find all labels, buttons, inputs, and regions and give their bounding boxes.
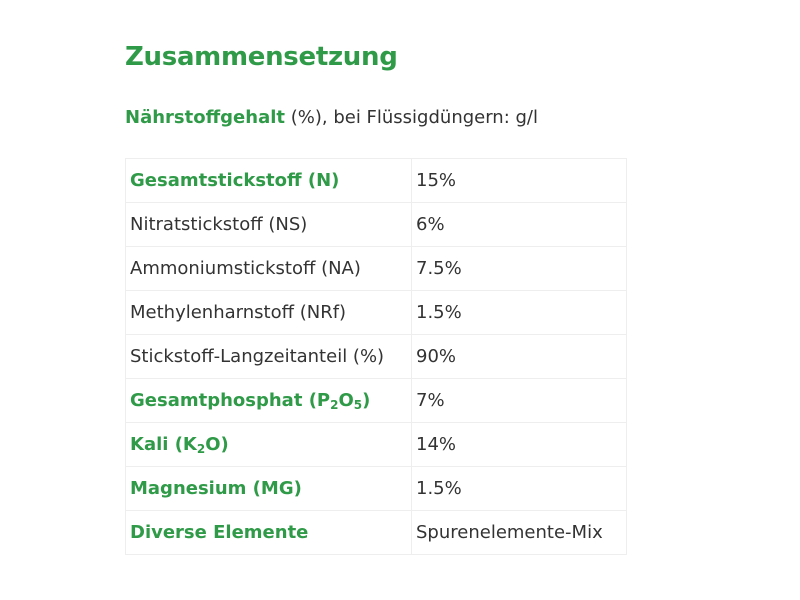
nutrient-label: Magnesium (MG) xyxy=(125,466,412,511)
nutrient-subtitle: Nährstoffgehalt (%), bei Flüssigdüngern:… xyxy=(125,106,635,130)
label-part: O) xyxy=(205,433,229,455)
table-row: Nitratstickstoff (NS) 6% xyxy=(125,202,627,247)
nutrient-value: 90% xyxy=(411,334,627,379)
subscript: 2 xyxy=(330,397,339,412)
nutrient-value: 15% xyxy=(411,158,627,203)
nutrient-label: Gesamtstickstoff (N) xyxy=(125,158,412,203)
nutrient-value: 1.5% xyxy=(411,290,627,335)
nutrient-label: Nitratstickstoff (NS) xyxy=(125,202,412,247)
subscript: 2 xyxy=(196,441,206,456)
table-row: Gesamtphosphat (P2O5) 7% xyxy=(125,378,627,423)
nutrient-table: Gesamtstickstoff (N) 15% Nitratstickstof… xyxy=(125,158,627,555)
label-part: O xyxy=(338,389,354,411)
nutrient-label: Diverse Elemente xyxy=(125,510,412,555)
subscript: 5 xyxy=(353,397,363,412)
nutrient-label: Gesamtphosphat (P2O5) xyxy=(125,378,412,423)
nutrient-value: 1.5% xyxy=(411,466,627,511)
nutrient-value: 7.5% xyxy=(411,246,627,291)
label-part: Kali (K xyxy=(130,433,197,455)
nutrient-value: Spurenelemente-Mix xyxy=(411,510,627,555)
subtitle-strong: Nährstoffgehalt xyxy=(125,107,285,128)
nutrient-label: Methylenharnstoff (NRf) xyxy=(125,290,412,335)
table-row: Gesamtstickstoff (N) 15% xyxy=(125,158,627,203)
table-row: Ammoniumstickstoff (NA) 7.5% xyxy=(125,246,627,291)
table-row: Diverse Elemente Spurenelemente-Mix xyxy=(125,510,627,555)
table-row: Magnesium (MG) 1.5% xyxy=(125,466,627,511)
page-title: Zusammensetzung xyxy=(125,42,398,72)
nutrient-label: Stickstoff-Langzeitanteil (%) xyxy=(125,334,412,379)
label-part: ) xyxy=(362,389,371,411)
nutrient-label: Kali (K2O) xyxy=(125,422,412,467)
table-row: Methylenharnstoff (NRf) 1.5% xyxy=(125,290,627,335)
label-part: Gesamtphosphat (P xyxy=(130,389,331,411)
table-row: Kali (K2O) 14% xyxy=(125,422,627,467)
nutrient-value: 7% xyxy=(411,378,627,423)
nutrient-value: 6% xyxy=(411,202,627,247)
table-row: Stickstoff-Langzeitanteil (%) 90% xyxy=(125,334,627,379)
nutrient-value: 14% xyxy=(411,422,627,467)
subtitle-rest: (%), bei Flüssigdüngern: g/l xyxy=(285,107,538,128)
composition-section: Zusammensetzung Nährstoffgehalt (%), bei… xyxy=(125,38,635,555)
nutrient-label: Ammoniumstickstoff (NA) xyxy=(125,246,412,291)
